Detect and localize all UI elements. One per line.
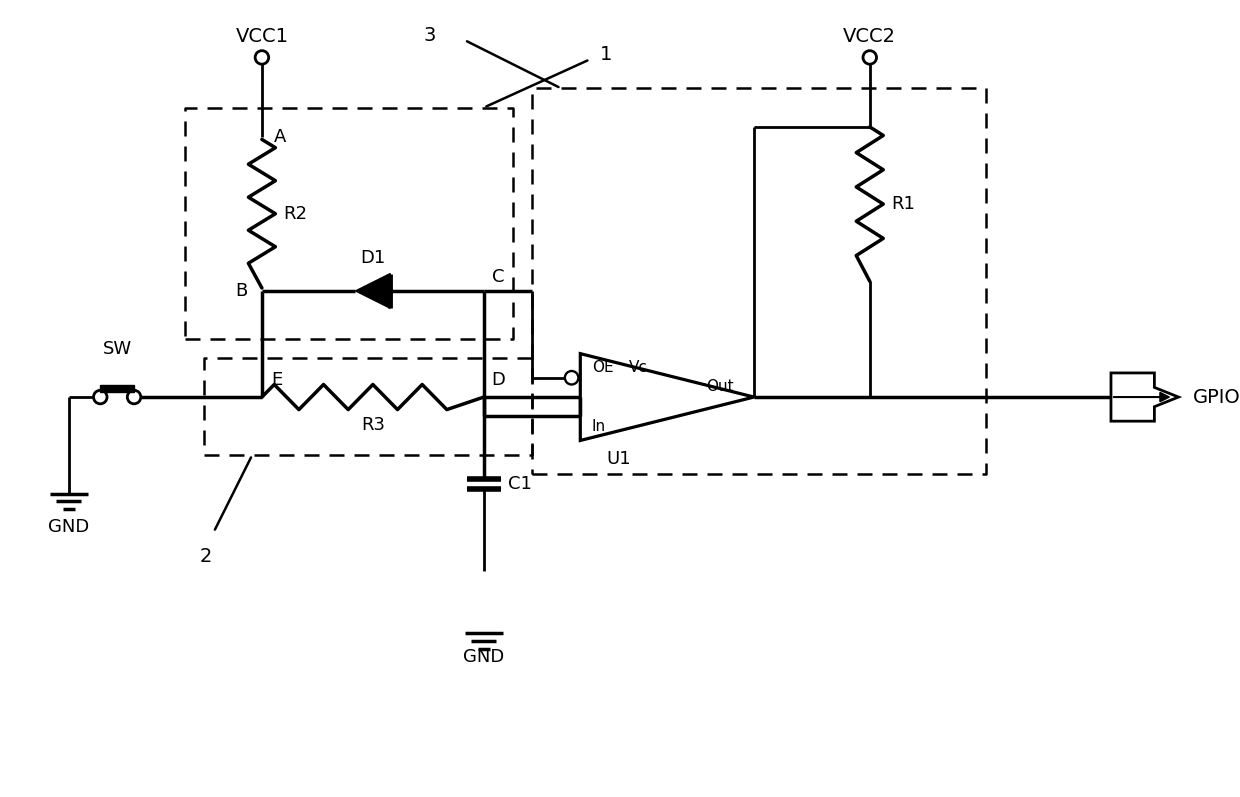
Text: D: D bbox=[491, 371, 506, 389]
Text: SW: SW bbox=[103, 340, 131, 359]
Text: OE: OE bbox=[591, 360, 614, 375]
Text: U1: U1 bbox=[606, 450, 631, 468]
Text: 3: 3 bbox=[423, 26, 435, 45]
Text: 1: 1 bbox=[600, 45, 613, 64]
Text: D1: D1 bbox=[361, 249, 386, 267]
Text: VCC2: VCC2 bbox=[843, 27, 897, 46]
Text: C1: C1 bbox=[508, 475, 532, 493]
Polygon shape bbox=[356, 273, 391, 308]
Text: R1: R1 bbox=[892, 195, 915, 213]
Text: R2: R2 bbox=[283, 205, 308, 222]
Text: B: B bbox=[236, 282, 248, 300]
Text: E: E bbox=[272, 371, 283, 389]
FancyBboxPatch shape bbox=[100, 384, 134, 392]
Text: GPIO: GPIO bbox=[1193, 387, 1240, 406]
Text: Vc: Vc bbox=[629, 360, 647, 375]
Text: In: In bbox=[591, 419, 606, 434]
Text: VCC1: VCC1 bbox=[236, 27, 289, 46]
Text: A: A bbox=[274, 128, 286, 146]
Text: R3: R3 bbox=[361, 416, 384, 434]
Text: GND: GND bbox=[464, 648, 505, 666]
Text: C: C bbox=[491, 268, 503, 286]
Text: 2: 2 bbox=[200, 547, 212, 566]
Text: GND: GND bbox=[48, 518, 89, 536]
Text: Out: Out bbox=[706, 379, 733, 395]
